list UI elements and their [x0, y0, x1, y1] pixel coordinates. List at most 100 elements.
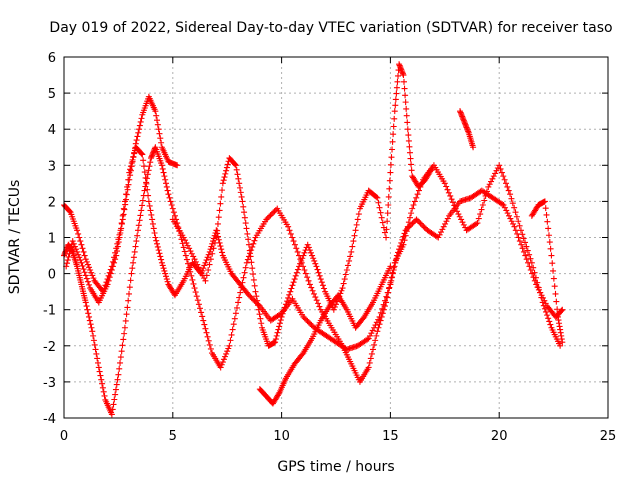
data-point	[74, 227, 81, 234]
series-track-f	[457, 108, 477, 151]
data-point	[182, 237, 189, 244]
data-point	[427, 167, 434, 174]
data-point	[205, 337, 212, 344]
data-point	[403, 105, 410, 112]
data-point	[117, 229, 124, 236]
data-point	[272, 339, 279, 346]
data-point	[165, 191, 172, 198]
data-point	[442, 220, 449, 227]
data-point	[392, 96, 399, 103]
data-point	[120, 211, 127, 218]
data-point	[368, 330, 375, 337]
data-point	[252, 288, 259, 295]
data-point	[306, 247, 313, 254]
data-point	[249, 243, 256, 250]
data-point	[82, 299, 89, 306]
data-point	[301, 266, 308, 273]
data-point	[377, 317, 384, 324]
data-point	[401, 85, 408, 92]
data-point	[541, 198, 548, 205]
data-point	[206, 341, 213, 348]
data-point	[309, 287, 316, 294]
data-point	[74, 248, 81, 255]
data-point	[376, 321, 383, 328]
data-point	[540, 302, 547, 309]
data-point	[88, 269, 95, 276]
data-point	[443, 183, 450, 190]
data-point	[199, 313, 206, 320]
data-point	[456, 213, 463, 220]
series-track-a	[61, 144, 566, 353]
data-point	[389, 269, 396, 276]
data-point	[544, 312, 551, 319]
data-point	[290, 279, 297, 286]
data-point	[139, 197, 146, 204]
data-point	[507, 191, 514, 198]
data-point	[235, 175, 242, 182]
data-point	[394, 78, 401, 85]
data-point	[230, 321, 237, 328]
data-point	[408, 210, 415, 217]
series-track-d	[169, 61, 435, 349]
data-point	[545, 225, 552, 232]
data-point	[483, 188, 490, 195]
data-point	[355, 211, 362, 218]
data-point	[404, 119, 411, 126]
y-tick-label: 0	[48, 268, 56, 283]
data-point	[383, 226, 390, 233]
data-point	[435, 234, 442, 241]
data-point	[373, 193, 380, 200]
data-point	[218, 361, 225, 368]
data-point	[309, 252, 316, 259]
data-point	[162, 176, 169, 183]
data-point	[310, 290, 317, 297]
data-point	[299, 351, 306, 358]
data-point	[249, 265, 256, 272]
data-point	[241, 269, 248, 276]
data-point	[304, 274, 311, 281]
data-point	[192, 289, 199, 296]
data-point	[139, 202, 146, 209]
data-point	[98, 376, 105, 383]
data-point	[409, 220, 416, 227]
data-point	[459, 219, 466, 226]
y-tick-label: -2	[43, 340, 56, 355]
data-point	[144, 171, 151, 178]
data-point	[217, 243, 224, 250]
data-point	[222, 170, 229, 177]
data-point	[531, 269, 538, 276]
data-point	[400, 72, 407, 79]
data-point	[201, 262, 208, 269]
y-tick-label: -4	[43, 412, 56, 427]
data-point	[411, 198, 418, 205]
data-point	[522, 252, 529, 259]
y-tick-label: -1	[43, 304, 56, 319]
data-point	[183, 239, 190, 246]
data-point	[258, 320, 265, 327]
data-point	[181, 248, 188, 255]
data-point	[312, 260, 319, 267]
data-point	[190, 280, 197, 287]
data-point	[387, 169, 394, 176]
data-point	[305, 319, 312, 326]
data-point	[338, 287, 345, 294]
data-point	[248, 294, 255, 301]
data-point	[386, 284, 393, 291]
data-point	[520, 235, 527, 242]
data-point	[127, 172, 134, 179]
data-point	[86, 281, 93, 288]
data-point	[308, 284, 315, 291]
data-point	[162, 270, 169, 277]
data-point	[341, 276, 348, 283]
data-point	[250, 271, 257, 278]
data-point	[159, 165, 166, 172]
data-point	[503, 207, 510, 214]
data-point	[137, 212, 144, 219]
data-point	[281, 304, 288, 311]
data-point	[116, 365, 123, 372]
data-point	[530, 264, 537, 271]
data-point	[234, 171, 241, 178]
data-point	[243, 225, 250, 232]
data-point	[101, 392, 108, 399]
data-point	[210, 245, 217, 252]
